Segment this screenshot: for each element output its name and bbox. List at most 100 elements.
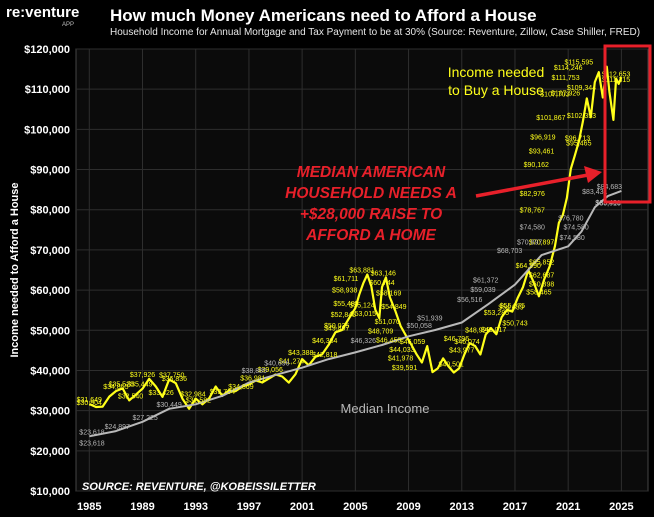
- x-tick-label: 1997: [237, 501, 261, 513]
- x-axis: 1985 1989 1993 1997 2001 2005 2009 2013 2017 2021…: [77, 501, 634, 513]
- x-tick-label: 2021: [556, 501, 580, 513]
- median-income-data-label: $84,683: [597, 184, 622, 191]
- income-needed-data-label: $46,796: [444, 336, 469, 343]
- income-needed-data-label: $55,485: [333, 301, 358, 308]
- income-needed-data-label: $39,591: [392, 365, 417, 372]
- income-needed-data-label: $49,017: [481, 327, 506, 334]
- median-income-data-label: $27,225: [133, 415, 158, 422]
- income-needed-data-label: $51,070: [375, 319, 400, 326]
- income-needed-data-label: $54,639: [498, 305, 523, 312]
- plot-area: [75, 48, 649, 492]
- median-income-data-label: $74,580: [520, 225, 545, 232]
- y-tick-label: $100,000: [24, 124, 70, 136]
- median-income-line: [89, 189, 622, 438]
- x-tick-label: 2009: [396, 501, 420, 513]
- income-needed-data-label: $65,852: [529, 260, 554, 267]
- brand-sub-label: APP: [62, 22, 75, 28]
- y-tick-label: $70,000: [30, 245, 70, 257]
- y-tick-label: $10,000: [30, 486, 70, 498]
- y-tick-label: $90,000: [30, 165, 70, 177]
- median-income-data-label: $46,326: [351, 338, 376, 345]
- income-needed-data-label: $44,033: [389, 347, 414, 354]
- y-axis-label: Income needed to Afford a House: [9, 182, 21, 357]
- median-income-data-label: $74,580: [560, 235, 585, 242]
- income-needed-data-label: $55,075: [500, 303, 525, 310]
- income-needed-data-label: $58,465: [526, 289, 551, 296]
- income-needed-data-label: $111,753: [551, 75, 579, 82]
- income-needed-annotation: Income needed: [448, 64, 545, 80]
- median-income-data-label: $30,449: [156, 402, 181, 409]
- income-needed-data-label: $111,315: [602, 77, 630, 84]
- income-needed-data-label: $50,035: [324, 323, 349, 330]
- income-needed-data-label: $42,818: [312, 352, 337, 359]
- income-needed-data-label: $55,124: [349, 303, 374, 310]
- x-tick-label: 1989: [130, 501, 154, 513]
- median-income-data-label: $68,703: [497, 248, 522, 255]
- median-income-data-label: $61,372: [473, 278, 498, 285]
- income-needed-data-label: $43,977: [449, 347, 474, 354]
- income-needed-data-label: $50,743: [502, 320, 527, 327]
- median-income-data-label: $80,610: [595, 200, 620, 207]
- annotations: Income needed to Buy a House Median Inco…: [82, 64, 544, 493]
- income-needed-data-label: $31,582: [186, 397, 211, 404]
- income-needed-data-label: $35,449: [127, 382, 152, 389]
- x-tick-label: 1985: [77, 501, 101, 513]
- income-needed-data-label: $48,709: [368, 328, 393, 335]
- median-income-data-label: $40,696: [264, 361, 289, 368]
- income-needed-data-label: $58,938: [332, 287, 357, 294]
- income-needed-data-label: $58,169: [376, 290, 401, 297]
- source-note: SOURCE: REVENTURE, @KOBEISSILETTER: [82, 481, 316, 493]
- x-tick-label: 2001: [290, 501, 314, 513]
- income-needed-data-label: $35,528: [109, 381, 134, 388]
- income-needed-data-label: $62,687: [529, 272, 554, 279]
- y-tick-label: $40,000: [30, 365, 70, 377]
- income-needed-data-label: $34,869: [228, 384, 253, 391]
- income-needed-data-label: $34,855: [103, 384, 128, 391]
- median-income-data-label: $38,885: [242, 368, 267, 375]
- income-needed-data-label: $64,990: [516, 263, 541, 270]
- income-needed-data-label: $36,836: [162, 376, 187, 383]
- y-tick-label: $120,000: [24, 44, 70, 56]
- y-tick-label: $30,000: [30, 406, 70, 418]
- income-needed-data-label: $107,703: [540, 91, 569, 98]
- y-tick-label: $110,000: [25, 84, 70, 96]
- income-needed-data-label: $60,398: [529, 281, 554, 288]
- income-needed-data-label: $30,904: [77, 400, 102, 407]
- y-tick-label: $20,000: [30, 446, 70, 458]
- income-needed-data-label: $32,984: [180, 392, 205, 399]
- income-needed-data-label: $41,274: [279, 358, 304, 365]
- callout-line-4: AFFORD A HOME: [305, 227, 436, 244]
- income-needed-data-label: $41,978: [388, 356, 413, 363]
- income-needed-data-label: $96,713: [565, 136, 590, 143]
- highlight-box: [603, 44, 652, 204]
- income-needed-data-label: $96,919: [530, 135, 555, 142]
- income-needed-data-label: $37,750: [159, 372, 184, 379]
- data-labels: $31,649$30,904 $34,855$35,528 $32,540 $35,4…: [77, 60, 631, 448]
- income-needed-data-label: $33,704: [210, 389, 235, 396]
- median-income-annotation: Median Income: [341, 401, 430, 416]
- median-income-data-label: $50,058: [407, 323, 432, 330]
- median-income-data-label: $56,516: [457, 297, 482, 304]
- income-needed-data-label: $95,465: [566, 141, 591, 148]
- income-needed-data-label: $54,849: [381, 304, 406, 311]
- y-tick-label: $60,000: [30, 285, 70, 297]
- median-income-data-label: $24,897: [105, 424, 130, 431]
- income-needed-line: [88, 65, 623, 410]
- median-income-data-label: $83,431: [582, 189, 607, 196]
- x-tick-label: 2025: [609, 501, 633, 513]
- series-lines: [88, 65, 623, 438]
- income-needed-data-label: $33,426: [148, 390, 173, 397]
- income-needed-data-label: $107,926: [551, 91, 580, 98]
- income-needed-data-label: $46,059: [400, 339, 425, 346]
- income-needed-data-label: $52,845: [331, 312, 356, 319]
- callout-arrow-head: [584, 166, 602, 183]
- income-needed-data-label: $63,881: [349, 267, 374, 274]
- y-tick-label: $80,000: [30, 205, 70, 217]
- income-needed-data-label: $90,162: [524, 162, 549, 169]
- median-income-data-label: $76,780: [558, 216, 583, 223]
- income-needed-data-label: $112,653: [602, 72, 631, 79]
- callout-line-3: +$28,000 RAISE TO: [300, 206, 442, 223]
- income-needed-data-label: $31,649: [77, 397, 102, 404]
- income-needed-data-label: $32,540: [118, 393, 143, 400]
